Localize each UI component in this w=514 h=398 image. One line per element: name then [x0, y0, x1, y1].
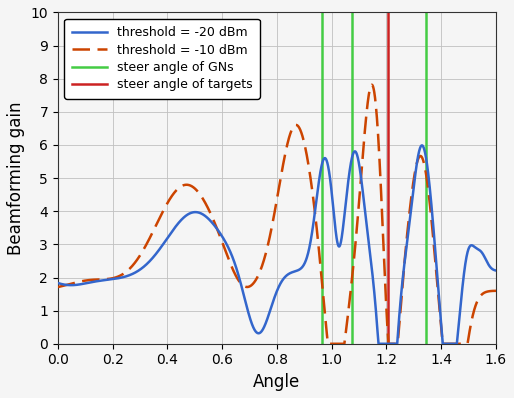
threshold = -20 dBm	[55, 281, 61, 285]
threshold = -10 dBm	[131, 262, 137, 267]
threshold = -20 dBm	[242, 297, 248, 302]
threshold = -20 dBm	[419, 143, 425, 148]
threshold = -20 dBm	[223, 240, 229, 245]
threshold = -10 dBm	[485, 289, 491, 294]
Y-axis label: Beamforming gain: Beamforming gain	[7, 101, 25, 255]
threshold = -20 dBm	[105, 277, 111, 282]
threshold = -20 dBm	[485, 261, 491, 265]
threshold = -10 dBm	[369, 82, 375, 87]
threshold = -20 dBm	[493, 268, 499, 273]
threshold = -20 dBm	[131, 271, 137, 276]
threshold = -10 dBm	[437, 319, 444, 324]
Legend: threshold = -20 dBm, threshold = -10 dBm, steer angle of GNs, steer angle of tar: threshold = -20 dBm, threshold = -10 dBm…	[64, 19, 260, 99]
threshold = -10 dBm	[55, 285, 61, 289]
threshold = -20 dBm	[437, 314, 444, 319]
threshold = -20 dBm	[375, 341, 381, 346]
threshold = -10 dBm	[325, 341, 331, 346]
threshold = -10 dBm	[493, 289, 499, 293]
threshold = -10 dBm	[242, 284, 248, 289]
Line: threshold = -20 dBm: threshold = -20 dBm	[58, 145, 496, 344]
X-axis label: Angle: Angle	[253, 373, 301, 391]
threshold = -10 dBm	[223, 250, 229, 254]
Line: threshold = -10 dBm: threshold = -10 dBm	[58, 85, 496, 344]
threshold = -10 dBm	[105, 277, 111, 281]
